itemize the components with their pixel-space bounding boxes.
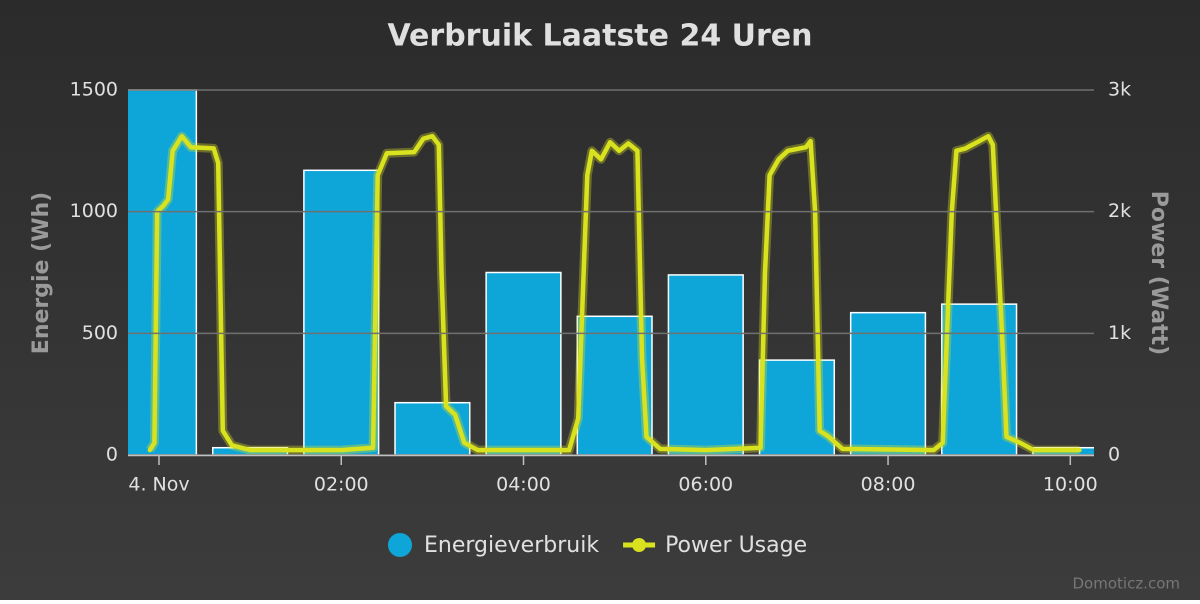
legend-label[interactable]: Power Usage <box>665 533 807 558</box>
y-axis-title: Energie (Wh) <box>29 192 54 354</box>
x-tick-label: 4. Nov <box>128 474 189 496</box>
x-tick-label: 04:00 <box>496 474 551 496</box>
y2-tick-label: 3k <box>1108 79 1131 101</box>
chart-title: Verbruik Laatste 24 Uren <box>387 19 812 54</box>
x-tick-label: 02:00 <box>314 474 369 496</box>
y2-tick-label: 1k <box>1108 322 1131 344</box>
bar <box>667 274 744 456</box>
bar <box>485 271 562 456</box>
line <box>147 133 1082 453</box>
y2-tick-label: 0 <box>1108 444 1120 466</box>
y2-axis-title: Power (Watt) <box>1146 191 1171 355</box>
y-tick-label: 0 <box>106 444 118 466</box>
y-tick-label: 1000 <box>70 200 118 222</box>
legend-label[interactable]: Energieverbruik <box>424 533 599 558</box>
bar <box>128 89 198 456</box>
x-tick-label: 06:00 <box>678 474 733 496</box>
legend-symbol <box>388 533 412 557</box>
bar <box>303 169 380 456</box>
y-tick-label: 1500 <box>70 79 118 101</box>
plot-area <box>128 89 1094 456</box>
x-tick-label: 08:00 <box>861 474 916 496</box>
credits: Domoticz.com <box>1073 575 1181 593</box>
legend-symbol <box>632 538 647 552</box>
x-tick-label: 10:00 <box>1043 474 1098 496</box>
bar <box>394 401 471 456</box>
y-tick-label: 500 <box>82 322 118 344</box>
y2-tick-label: 2k <box>1108 200 1131 222</box>
